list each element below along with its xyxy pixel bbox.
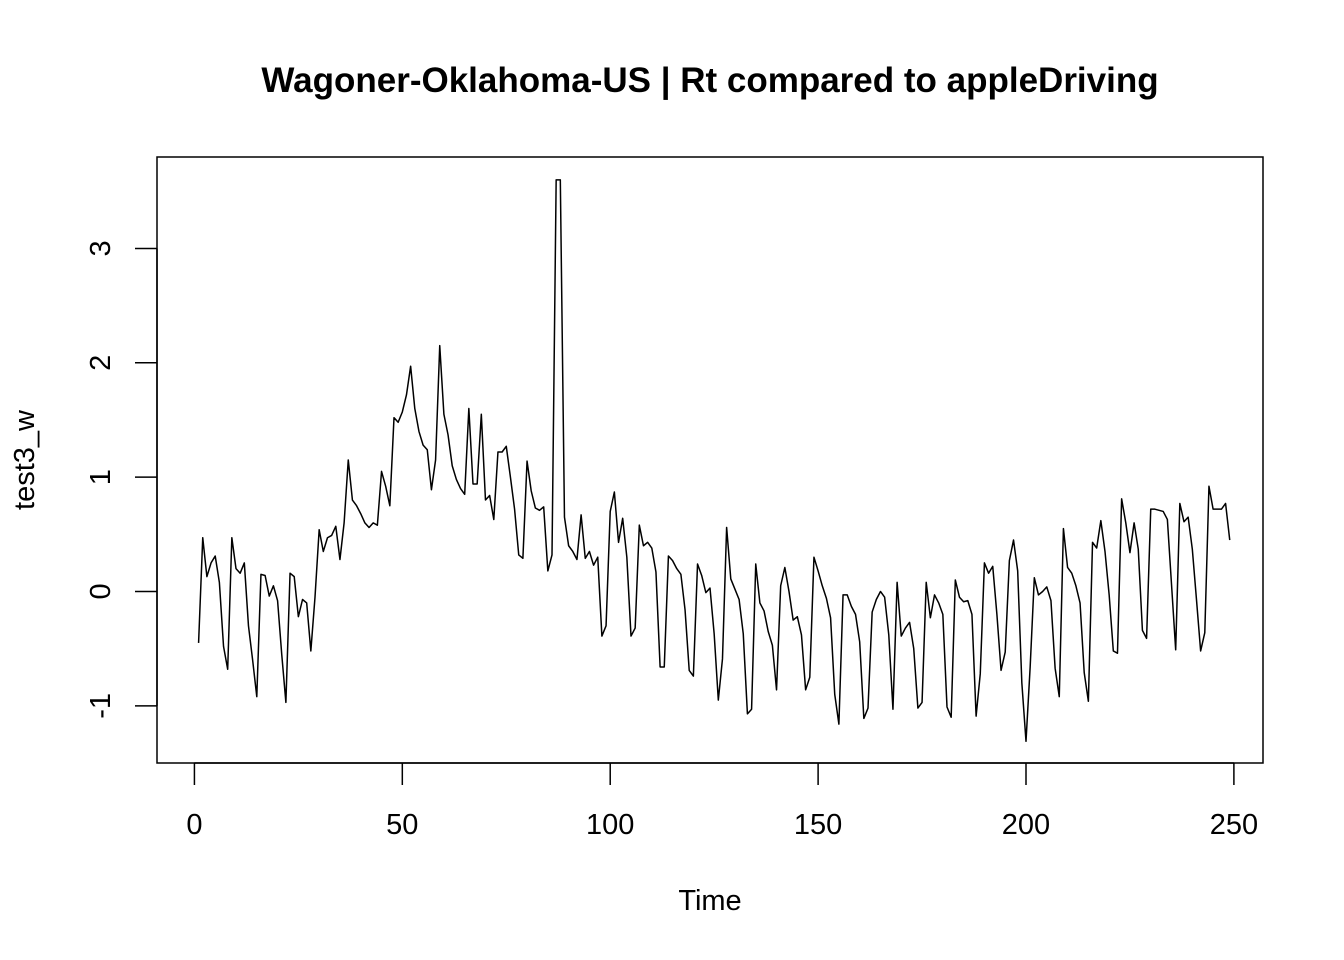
x-axis-label: Time — [678, 885, 741, 917]
chart-title: Wagoner-Oklahoma-US | Rt compared to app… — [261, 61, 1158, 100]
x-axis: 0 50 100 150 200 250 — [186, 762, 1258, 841]
y-tick-label: -1 — [85, 693, 117, 719]
x-tick-label: 150 — [794, 809, 842, 841]
x-tick-label: 100 — [586, 809, 634, 841]
y-axis: -1 0 1 2 3 — [85, 240, 158, 719]
plot-frame — [156, 156, 1264, 764]
x-tick-label: 200 — [1002, 809, 1050, 841]
y-axis-label: test3_w — [9, 409, 41, 510]
x-tick-label: 0 — [186, 809, 202, 841]
x-tick-label: 250 — [1210, 809, 1258, 841]
y-tick-label: 1 — [85, 469, 117, 485]
y-tick-label: 2 — [85, 355, 117, 371]
y-tick-label: 3 — [85, 240, 117, 256]
series-line — [197, 179, 1231, 743]
y-tick-label: 0 — [85, 583, 117, 599]
x-tick-label: 50 — [386, 809, 418, 841]
